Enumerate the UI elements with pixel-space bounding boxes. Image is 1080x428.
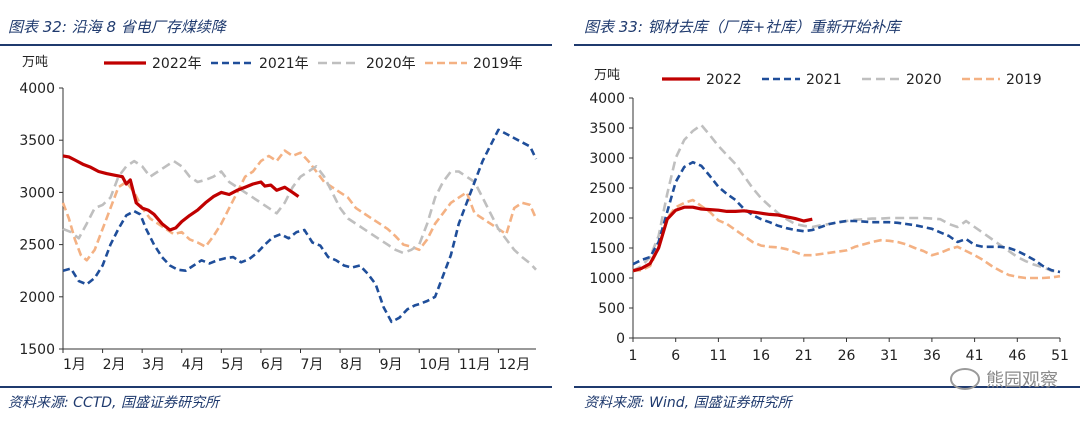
left-x-tick-label: 2月	[103, 357, 126, 373]
right-x-tick-label: 11	[709, 348, 727, 364]
right-series-line-2019	[632, 198, 1061, 280]
left-y-tick-label: 3000	[19, 185, 55, 201]
left-y-tick-label: 3500	[19, 133, 55, 149]
right-top-rule	[574, 44, 1080, 46]
left-series-line-2019年	[61, 149, 538, 262]
right-x-tick-label: 46	[1008, 348, 1026, 364]
left-series-line-2020年	[62, 159, 537, 271]
left-x-tick-label: 6月	[261, 357, 284, 373]
right-x-tick-label: 41	[966, 348, 984, 364]
right-legend-label-2021: 2021	[806, 72, 842, 88]
left-source-note: 资料来源: CCTD, 国盛证券研究所	[8, 395, 219, 411]
right-y-tick-label: 1000	[589, 271, 625, 287]
left-legend-label-2022年: 2022年	[152, 56, 202, 72]
wechat-icon	[950, 368, 980, 390]
left-y-tick-label: 1500	[19, 342, 55, 358]
right-x-tick-label: 36	[923, 348, 941, 364]
right-y-tick-label: 2000	[589, 211, 625, 227]
right-chart-title: 图表 33: 钢材去库（厂库+社库）重新开始补库	[584, 18, 901, 36]
left-x-tick-label: 11月	[459, 357, 491, 373]
left-line-chart: 万吨 1500 2000 2500 3000 3500 4000 1月 2月 3月 4月 5月 6月 7月…	[19, 55, 538, 373]
left-legend-label-2020年: 2020年	[366, 56, 416, 72]
right-legend-label-2019: 2019	[1006, 72, 1042, 88]
right-x-tick-label: 51	[1051, 348, 1069, 364]
right-y-tick-label: 4000	[589, 91, 625, 107]
right-series-line-2020	[632, 123, 1061, 274]
left-x-tick-label: 7月	[300, 357, 323, 373]
left-y-tick-label: 4000	[19, 81, 55, 97]
left-chart-title: 图表 32: 沿海 8 省电厂存煤续降	[8, 18, 226, 36]
left-x-tick-label: 12月	[498, 357, 530, 373]
left-top-rule	[0, 44, 552, 46]
right-y-tick-label: 2500	[589, 181, 625, 197]
right-x-tick-label: 16	[752, 348, 770, 364]
left-chart-panel: 图表 32: 沿海 8 省电厂存煤续降 万吨 1500 2000 2500 3000 35…	[0, 18, 552, 411]
left-y-tick-label: 2000	[19, 290, 55, 306]
right-legend-label-2022: 2022	[706, 72, 742, 88]
left-series-line-2021年	[62, 128, 538, 324]
left-legend-label-2021年: 2021年	[259, 56, 309, 72]
right-series-line-2022	[632, 205, 813, 273]
right-legend-label-2020: 2020	[906, 72, 942, 88]
right-x-tick-label: 31	[880, 348, 898, 364]
right-y-tick-label: 3000	[589, 151, 625, 167]
right-y-tick-label: 500	[598, 301, 625, 317]
left-x-tick-label: 4月	[182, 357, 205, 373]
right-x-tick-label: 26	[838, 348, 856, 364]
left-x-tick-label: 3月	[142, 357, 165, 373]
left-x-tick-label: 1月	[63, 357, 86, 373]
watermark-text: 熊园观察	[986, 370, 1058, 391]
right-y-tick-label: 1500	[589, 241, 625, 257]
right-chart-panel: 图表 33: 钢材去库（厂库+社库）重新开始补库 万吨 0 500 1000 1500 2…	[574, 0, 1080, 428]
left-x-tick-label: 5月	[221, 357, 244, 373]
right-x-tick-label: 6	[671, 348, 680, 364]
left-x-tick-label: 8月	[340, 357, 363, 373]
right-series-line-2021	[632, 160, 1061, 274]
right-unit-label: 万吨	[594, 68, 620, 83]
left-unit-label: 万吨	[22, 55, 48, 70]
left-legend-label-2019年: 2019年	[473, 56, 523, 72]
right-x-tick-label: 21	[795, 348, 813, 364]
left-bottom-rule	[0, 386, 552, 388]
right-y-tick-label: 3500	[589, 121, 625, 137]
right-bottom-rule	[574, 386, 1080, 388]
left-series-line-2022年	[62, 154, 300, 232]
left-x-tick-label: 10月	[419, 357, 451, 373]
right-x-tick-label: 1	[629, 348, 638, 364]
right-source-note: 资料来源: Wind, 国盛证券研究所	[584, 395, 792, 411]
left-y-tick-label: 2500	[19, 238, 55, 254]
watermark: 熊园观察	[950, 366, 1058, 392]
left-x-tick-label: 9月	[380, 357, 403, 373]
right-y-tick-label: 0	[616, 331, 625, 347]
